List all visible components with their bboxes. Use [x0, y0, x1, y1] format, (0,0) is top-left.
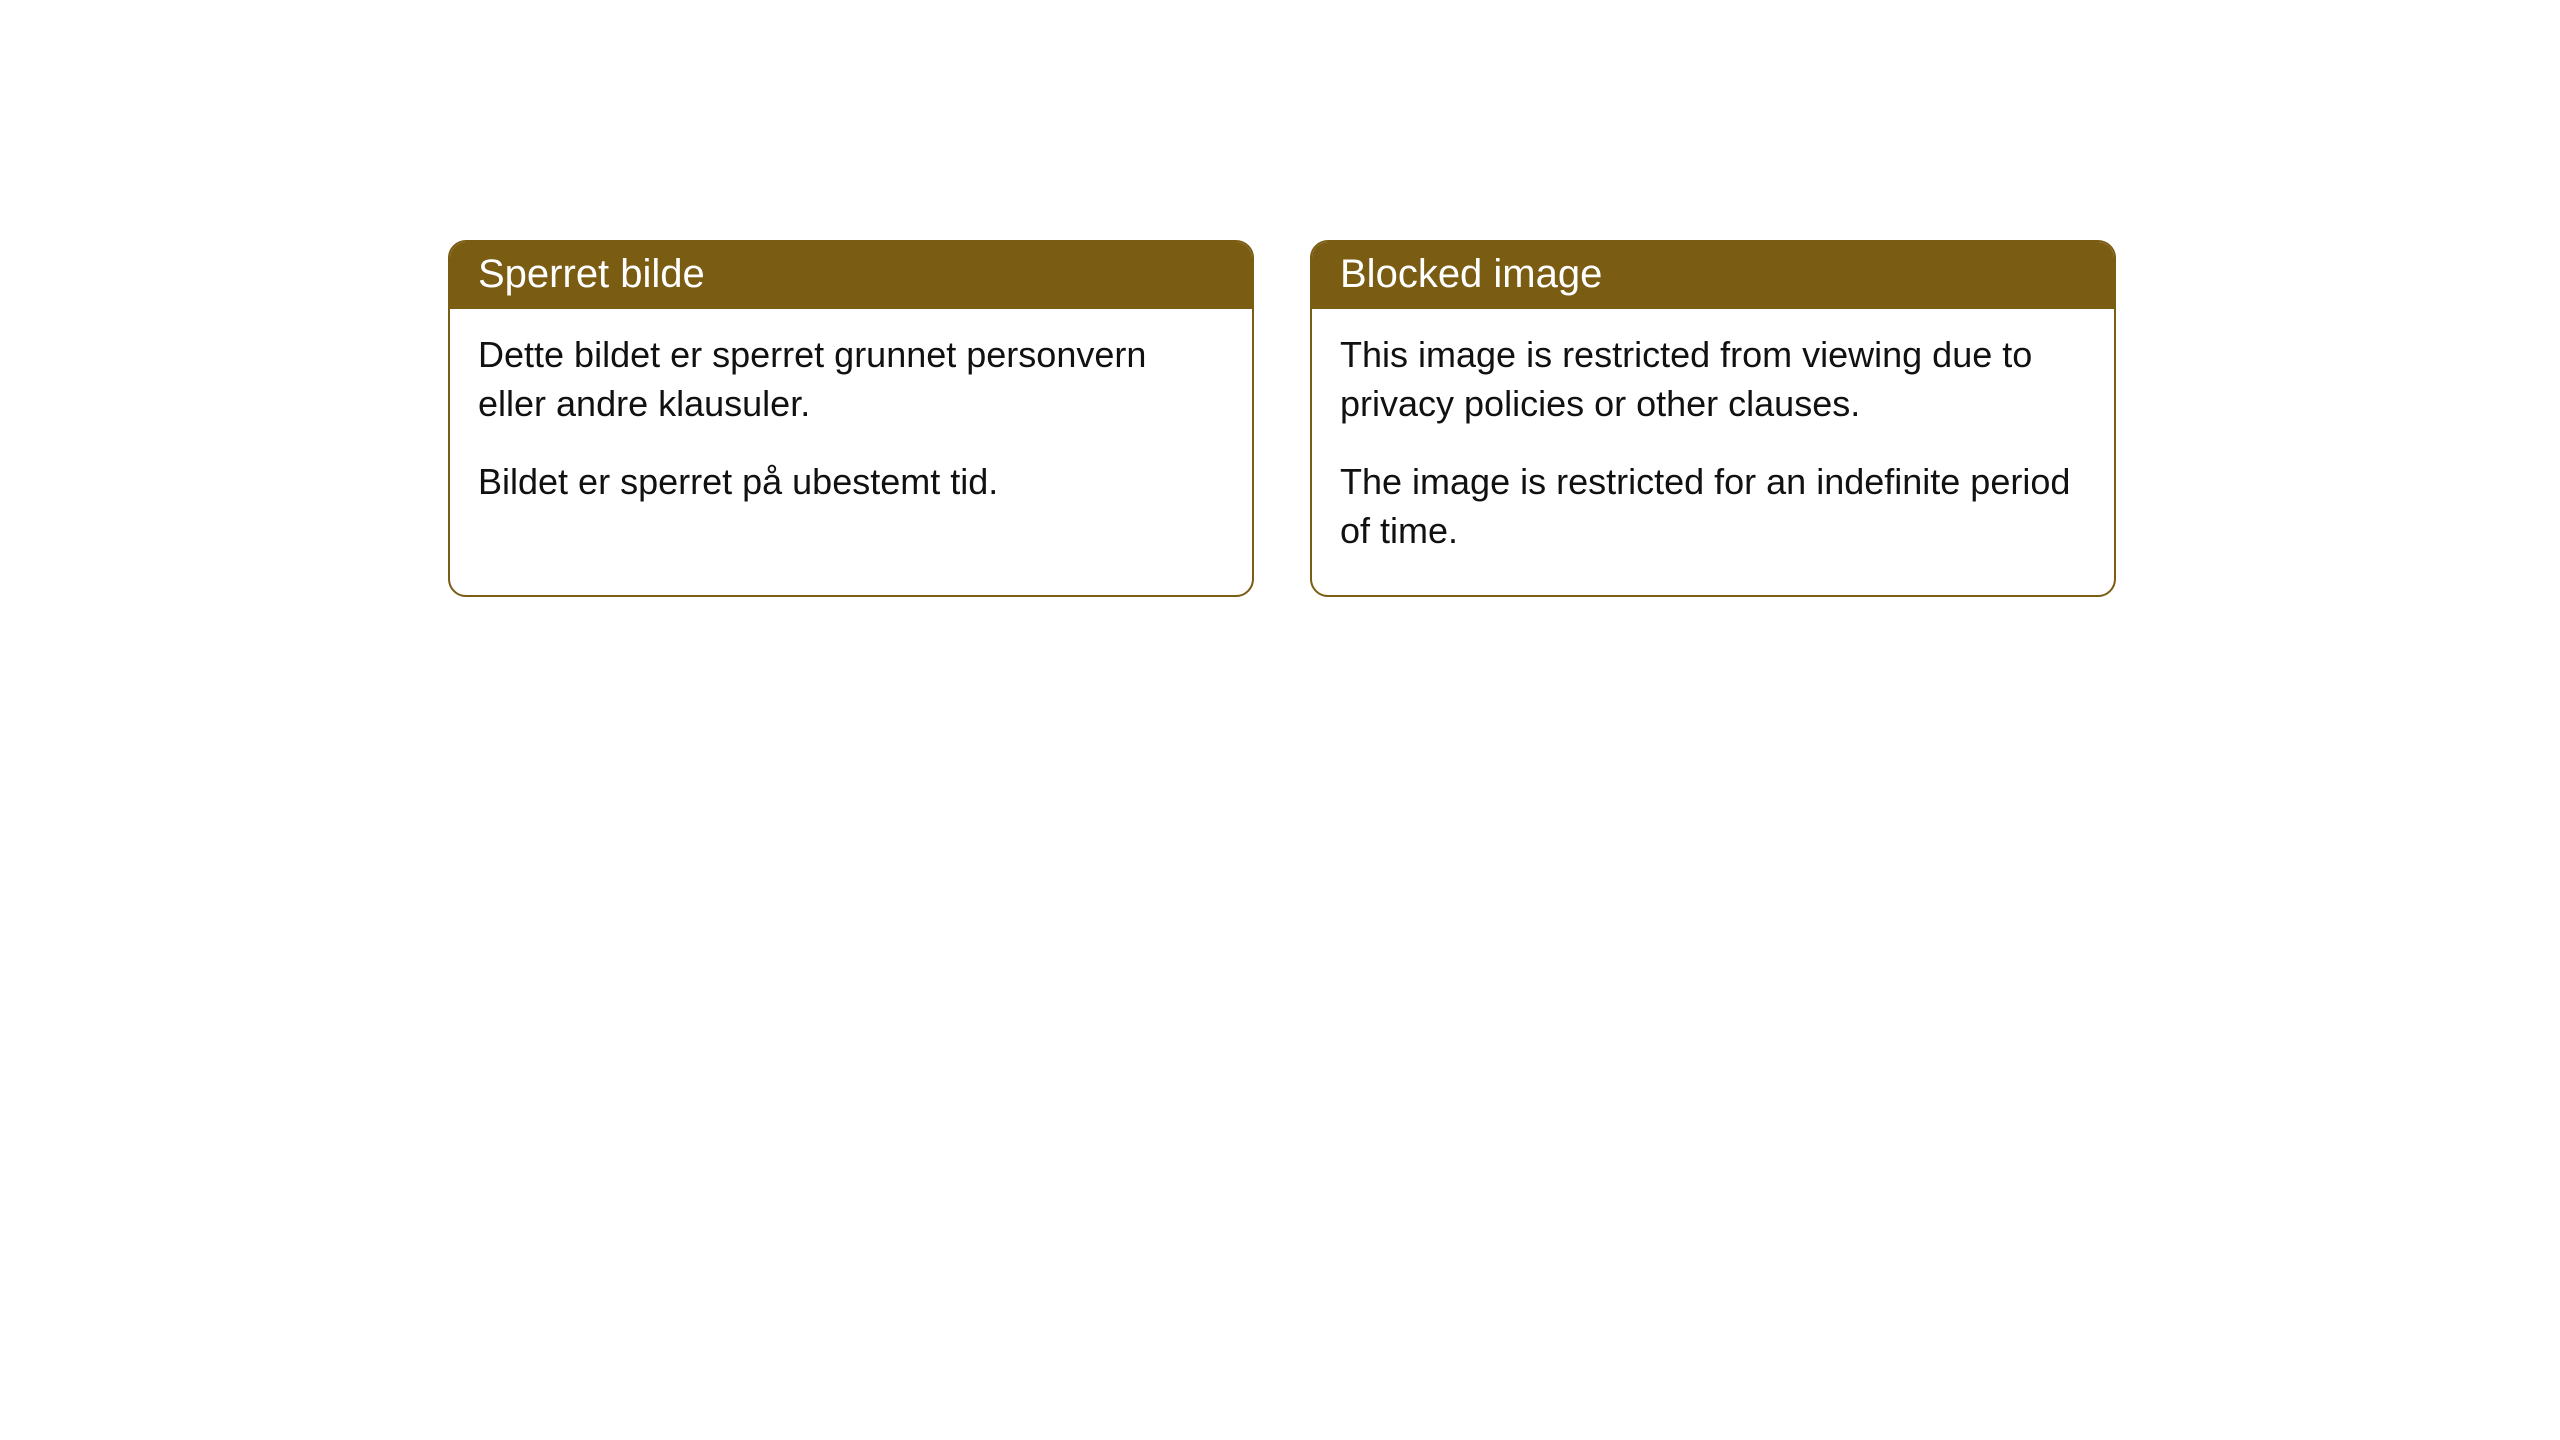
card-text-line2: The image is restricted for an indefinit…	[1340, 458, 2086, 555]
notice-card-english: Blocked image This image is restricted f…	[1310, 240, 2116, 597]
notice-cards-container: Sperret bilde Dette bildet er sperret gr…	[448, 240, 2116, 597]
card-body: Dette bildet er sperret grunnet personve…	[450, 309, 1252, 547]
notice-card-norwegian: Sperret bilde Dette bildet er sperret gr…	[448, 240, 1254, 597]
card-title: Blocked image	[1340, 252, 1602, 296]
card-text-line1: Dette bildet er sperret grunnet personve…	[478, 331, 1224, 428]
card-title: Sperret bilde	[478, 252, 705, 296]
card-text-line1: This image is restricted from viewing du…	[1340, 331, 2086, 428]
card-header: Sperret bilde	[450, 242, 1252, 309]
card-body: This image is restricted from viewing du…	[1312, 309, 2114, 595]
card-text-line2: Bildet er sperret på ubestemt tid.	[478, 458, 1224, 507]
card-header: Blocked image	[1312, 242, 2114, 309]
